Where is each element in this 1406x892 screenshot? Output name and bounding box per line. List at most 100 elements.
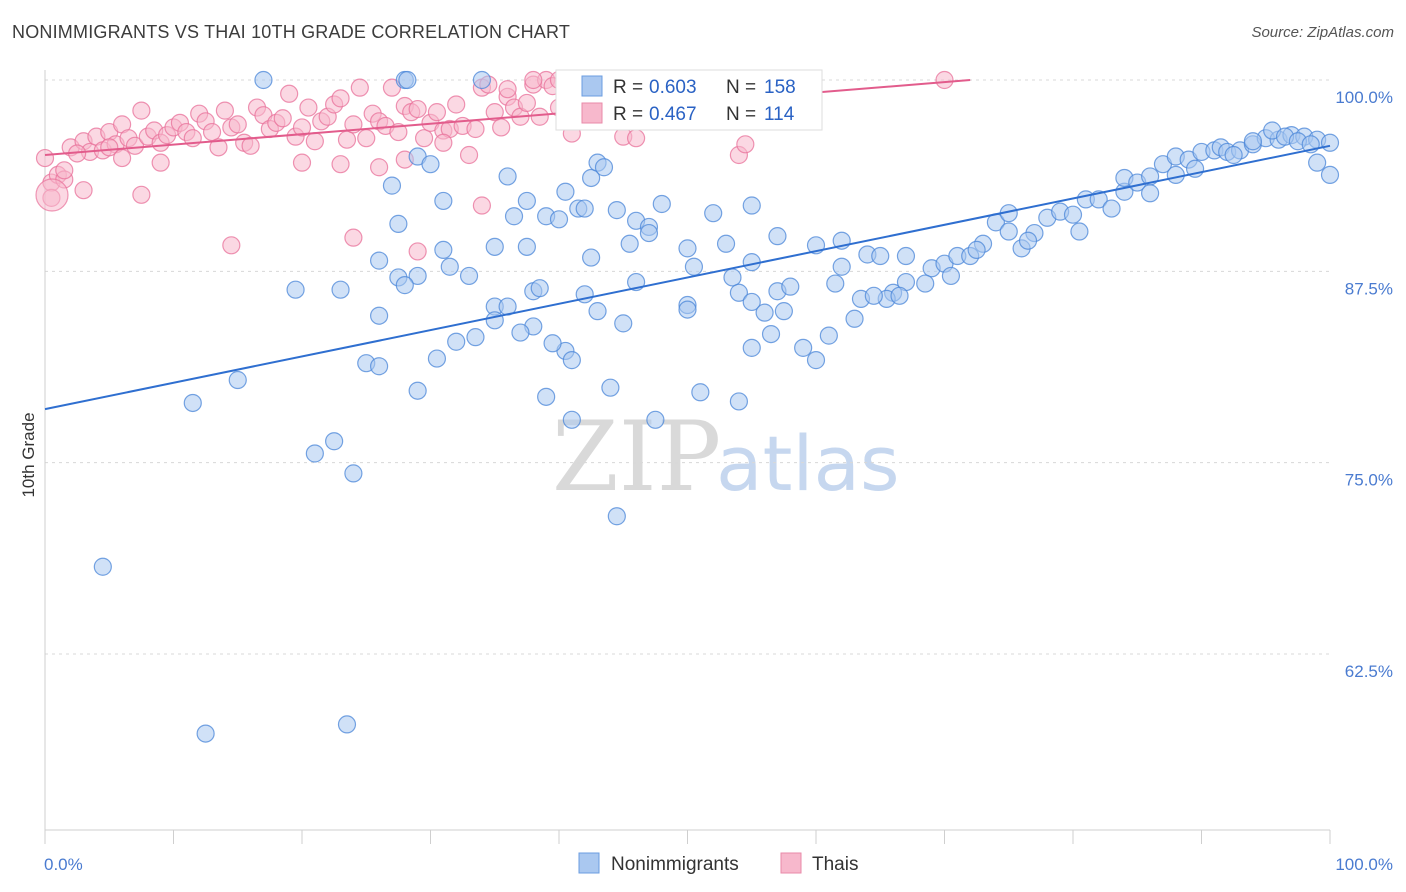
nonimmigrants-point (370, 357, 389, 376)
legend-n-value-1: 158 (764, 77, 796, 98)
nonimmigrants-point (447, 332, 466, 351)
nonimmigrants-point (498, 167, 517, 186)
nonimmigrants-point (93, 557, 112, 576)
nonimmigrants-point (530, 279, 549, 298)
nonimmigrants-point (806, 351, 826, 370)
nonimmigrants-point (1320, 165, 1340, 185)
nonimmigrants-point (1070, 222, 1089, 241)
thais-point (524, 70, 543, 90)
nonimmigrants-point (517, 191, 536, 211)
nonimmigrants-point (781, 277, 800, 296)
nonimmigrants-point (517, 237, 536, 256)
nonimmigrants-point (472, 70, 491, 90)
nonimmigrants-point (575, 199, 594, 218)
nonimmigrants-point (941, 266, 961, 286)
y-axis-label: 10th Grade (19, 412, 38, 497)
nonimmigrants-point (678, 239, 697, 258)
legend-n-value-2: 114 (764, 104, 795, 125)
thais-point (935, 70, 954, 90)
legend-swatch-pink (581, 102, 603, 124)
x-tick-label-max: 100.0% (1335, 855, 1393, 874)
nonimmigrants-point (434, 240, 453, 260)
nonimmigrants-point (794, 338, 813, 357)
thais-point (112, 148, 132, 168)
thais-point (35, 178, 69, 212)
bottom-legend-swatch-pink (780, 852, 802, 874)
nonimmigrants-point (305, 444, 324, 463)
thais-point (626, 129, 646, 148)
nonimmigrants-point (1089, 190, 1108, 209)
trend-line-nonimmigrants (44, 144, 1331, 411)
nonimmigrants-point (1018, 231, 1038, 250)
thais-point (492, 118, 511, 137)
nonimmigrants-point (382, 176, 402, 195)
nonimmigrants-point (967, 240, 986, 260)
thais-point (427, 103, 447, 122)
thais-point (414, 129, 434, 148)
legend-r-label-2: R = (613, 104, 643, 125)
nonimmigrants-point (845, 309, 864, 328)
nonimmigrants-point (607, 201, 626, 220)
nonimmigrants-point (639, 223, 659, 243)
nonimmigrants-point (678, 300, 697, 319)
nonimmigrants-point (196, 724, 215, 743)
thais-point (466, 119, 485, 139)
thais-point (228, 115, 247, 134)
nonimmigrants-point (370, 306, 389, 325)
nonimmigrants-point (228, 370, 247, 390)
nonimmigrants-point (761, 324, 781, 344)
thais-point (736, 135, 755, 154)
nonimmigrants-point (1243, 132, 1263, 151)
thais-point (472, 196, 491, 215)
thais-point (100, 138, 119, 157)
nonimmigrants-point (485, 237, 504, 256)
nonimmigrants-point (890, 286, 909, 305)
nonimmigrants-point (254, 70, 273, 90)
y-tick-label: 62.5% (1345, 662, 1393, 681)
thais-point (35, 148, 55, 168)
thais-point (280, 84, 299, 103)
thais-point (292, 153, 312, 172)
nonimmigrants-point (594, 158, 614, 177)
thais-point (305, 132, 324, 151)
y-tick-label: 87.5% (1345, 279, 1393, 298)
nonimmigrants-point (562, 410, 581, 429)
nonimmigrants-point (864, 286, 883, 305)
bottom-legend-nonimmigrants: Nonimmigrants (611, 854, 739, 875)
thais-point (222, 236, 241, 255)
nonimmigrants-point (511, 323, 530, 342)
nonimmigrants-point (408, 266, 427, 286)
nonimmigrants-point (556, 182, 575, 201)
thais-point (74, 181, 93, 200)
nonimmigrants-point (459, 266, 479, 286)
nonimmigrants-point (652, 194, 671, 214)
legend-r-value-1: 0.603 (649, 77, 697, 98)
series-thais (35, 70, 954, 261)
thais-point (241, 136, 260, 155)
bottom-legend-thais: Thais (812, 854, 858, 875)
nonimmigrants-point (562, 351, 581, 370)
nonimmigrants-point (607, 507, 626, 526)
thais-point (447, 95, 466, 114)
nonimmigrants-point (819, 326, 838, 345)
nonimmigrants-point (1140, 184, 1160, 203)
nonimmigrants-point (588, 302, 607, 321)
thais-point (125, 136, 145, 155)
nonimmigrants-point (421, 155, 440, 174)
thais-point (498, 80, 517, 99)
nonimmigrants-point (1320, 133, 1340, 152)
series-nonimmigrants (93, 70, 1340, 743)
grid-lines: 62.5% 75.0% 87.5% 100.0% (45, 79, 1393, 681)
nonimmigrants-point (620, 234, 639, 253)
legend-r-value-2: 0.467 (649, 104, 697, 125)
nonimmigrants-point (344, 464, 363, 483)
nonimmigrants-point (832, 257, 851, 276)
nonimmigrants-point (325, 432, 344, 451)
thais-point (408, 99, 427, 119)
nonimmigrants-point (896, 246, 916, 266)
nonimmigrants-point (871, 246, 890, 266)
thais-point (357, 129, 376, 148)
thais-point (215, 101, 234, 120)
nonimmigrants-point (543, 334, 562, 353)
legend-r-label-1: R = (613, 77, 643, 98)
